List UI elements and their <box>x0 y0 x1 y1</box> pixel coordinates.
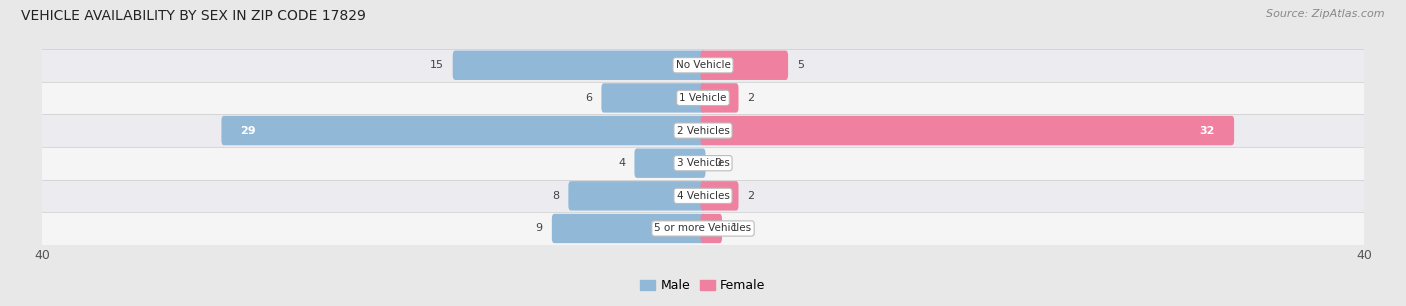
FancyBboxPatch shape <box>634 148 706 178</box>
Text: 5: 5 <box>797 60 804 70</box>
Bar <box>10 212 1396 245</box>
FancyBboxPatch shape <box>568 181 706 211</box>
Bar <box>10 114 1396 147</box>
FancyBboxPatch shape <box>700 116 1234 145</box>
FancyBboxPatch shape <box>700 50 789 80</box>
Text: 1: 1 <box>731 223 738 233</box>
Text: 2: 2 <box>748 191 755 201</box>
FancyBboxPatch shape <box>602 83 706 113</box>
Bar <box>10 82 1396 114</box>
Bar <box>10 147 1396 180</box>
FancyBboxPatch shape <box>700 181 738 211</box>
FancyBboxPatch shape <box>453 50 706 80</box>
Text: 6: 6 <box>585 93 592 103</box>
Text: 29: 29 <box>240 125 256 136</box>
Text: 0: 0 <box>714 158 721 168</box>
Text: 8: 8 <box>553 191 560 201</box>
Text: 2 Vehicles: 2 Vehicles <box>676 125 730 136</box>
Text: 4: 4 <box>619 158 626 168</box>
Text: VEHICLE AVAILABILITY BY SEX IN ZIP CODE 17829: VEHICLE AVAILABILITY BY SEX IN ZIP CODE … <box>21 9 366 23</box>
Text: 9: 9 <box>536 223 543 233</box>
FancyBboxPatch shape <box>700 83 738 113</box>
FancyBboxPatch shape <box>700 214 723 243</box>
FancyBboxPatch shape <box>551 214 706 243</box>
Bar <box>10 49 1396 82</box>
Text: No Vehicle: No Vehicle <box>675 60 731 70</box>
Text: 4 Vehicles: 4 Vehicles <box>676 191 730 201</box>
Text: 1 Vehicle: 1 Vehicle <box>679 93 727 103</box>
Text: 3 Vehicles: 3 Vehicles <box>676 158 730 168</box>
Text: 32: 32 <box>1199 125 1215 136</box>
FancyBboxPatch shape <box>221 116 706 145</box>
Text: 5 or more Vehicles: 5 or more Vehicles <box>654 223 752 233</box>
Bar <box>10 180 1396 212</box>
Text: Source: ZipAtlas.com: Source: ZipAtlas.com <box>1267 9 1385 19</box>
Text: 15: 15 <box>430 60 444 70</box>
Legend: Male, Female: Male, Female <box>636 274 770 297</box>
Text: 2: 2 <box>748 93 755 103</box>
